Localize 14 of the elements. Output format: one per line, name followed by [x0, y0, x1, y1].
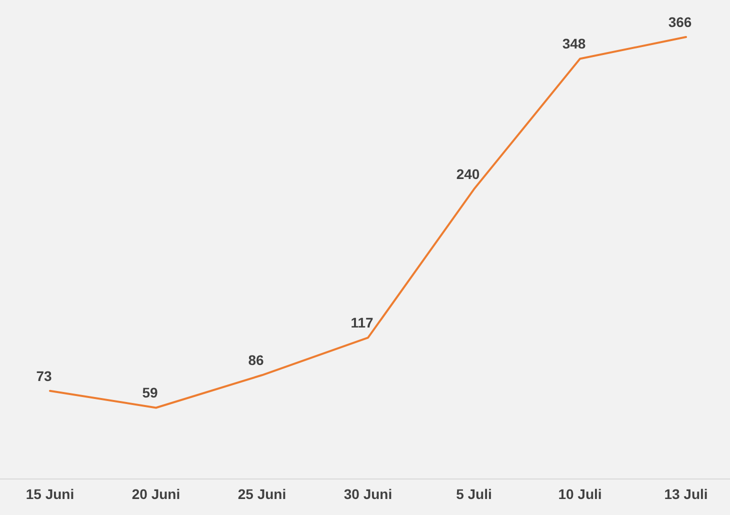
data-label: 59: [142, 384, 158, 401]
data-label: 240: [456, 166, 480, 182]
x-tick-label: 30 Juni: [344, 486, 392, 502]
x-tick-label: 20 Juni: [132, 486, 180, 502]
x-tick-label: 10 Juli: [558, 486, 602, 502]
x-tick-label: 5 Juli: [456, 486, 492, 502]
data-label: 117: [350, 314, 374, 331]
data-label: 366: [668, 14, 692, 30]
data-label: 86: [248, 352, 264, 368]
x-tick-label: 25 Juni: [238, 486, 286, 502]
data-label: 348: [562, 36, 586, 52]
data-label: 73: [36, 368, 52, 384]
x-tick-label: 15 Juni: [26, 486, 74, 502]
x-tick-label: 13 Juli: [664, 486, 708, 502]
